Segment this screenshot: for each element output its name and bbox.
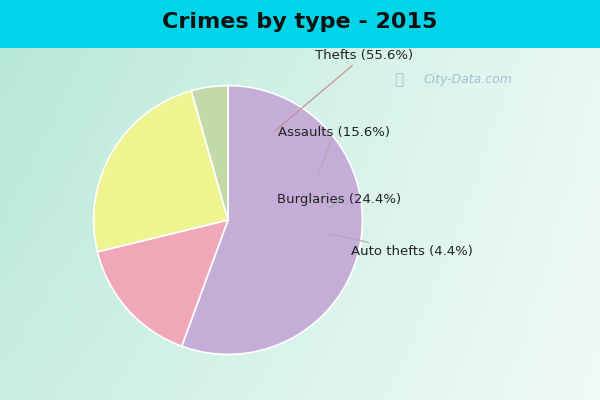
Text: Auto thefts (4.4%): Auto thefts (4.4%) [328,234,473,258]
Text: Burglaries (24.4%): Burglaries (24.4%) [277,194,401,208]
Wedge shape [191,86,228,220]
Text: City-Data.com: City-Data.com [424,74,512,86]
Text: Crimes by type - 2015: Crimes by type - 2015 [163,12,437,32]
Wedge shape [94,91,228,252]
Text: ⦿: ⦿ [394,72,404,88]
Text: Thefts (55.6%): Thefts (55.6%) [275,50,413,131]
Text: Assaults (15.6%): Assaults (15.6%) [278,126,390,175]
Wedge shape [182,86,362,354]
Wedge shape [97,220,228,346]
